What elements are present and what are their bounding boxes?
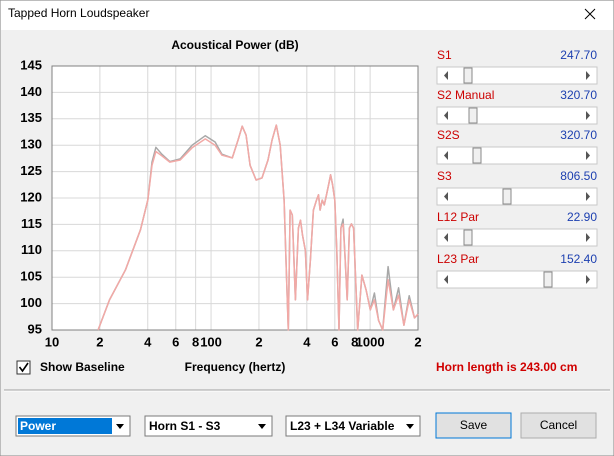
y-tick-label: 105 [20, 269, 42, 284]
slider-arrow-right[interactable] [586, 233, 590, 242]
check-mark[interactable] [18, 362, 29, 373]
button[interactable] [435, 412, 512, 439]
slider-arrow-right[interactable] [586, 71, 590, 80]
x-tick-label: 6 [172, 334, 179, 349]
x-axis-label: Frequency (hertz) [185, 360, 286, 374]
slider-track[interactable] [436, 228, 598, 247]
y-tick-label: 95 [28, 321, 42, 336]
slider-arrow-right[interactable] [586, 192, 590, 201]
slider-arrow-left[interactable] [444, 192, 448, 201]
dropdown-text[interactable]: Power [20, 419, 56, 433]
slider-value: 806.50 [560, 169, 597, 183]
dropdown-arrow[interactable] [116, 424, 124, 429]
x-tick-label: 1000 [356, 334, 385, 349]
x-tick-label: 100 [200, 334, 222, 349]
y-tick-label: 145 [20, 57, 42, 72]
window-title: Tapped Horn Loudspeaker [8, 6, 149, 20]
slider-value: 22.90 [567, 210, 597, 224]
y-tick-label: 130 [20, 137, 42, 152]
slider-label: L12 Par [437, 210, 479, 224]
slider-track[interactable] [436, 270, 598, 289]
slider-thumb[interactable] [463, 67, 473, 84]
slider-arrow-left[interactable] [444, 151, 448, 160]
slider-thumb[interactable] [502, 188, 512, 205]
plot-frame [51, 65, 419, 331]
dropdown-arrow[interactable] [406, 424, 414, 429]
slider-arrow-left[interactable] [444, 71, 448, 80]
y-tick-label: 120 [20, 189, 42, 204]
slider-thumb[interactable] [543, 271, 553, 288]
horn-length: Horn length is 243.00 cm [436, 360, 577, 374]
slider-thumb[interactable] [468, 107, 478, 124]
slider-value: 320.70 [560, 88, 597, 102]
slider-arrow-right[interactable] [586, 151, 590, 160]
slider-arrow-left[interactable] [444, 275, 448, 284]
button-label[interactable]: Cancel [540, 418, 577, 432]
slider-label: S1 [437, 48, 452, 62]
dropdown[interactable] [285, 415, 421, 437]
y-tick-label: 110 [21, 242, 42, 257]
close-button[interactable] [584, 8, 596, 20]
dropdown[interactable] [144, 415, 273, 437]
x-tick-label: 4 [303, 334, 311, 349]
button[interactable] [520, 412, 597, 439]
y-tick-label: 135 [20, 110, 42, 125]
x-tick-label: 8 [192, 334, 199, 349]
checkbox-label[interactable]: Show Baseline [40, 360, 125, 374]
x-tick-label: 2 [255, 334, 262, 349]
slider-arrow-right[interactable] [586, 275, 590, 284]
dropdown-arrow[interactable] [258, 424, 266, 429]
slider-thumb[interactable] [463, 229, 473, 246]
title-bar [1, 1, 613, 30]
button-label[interactable]: Save [460, 418, 488, 432]
y-tick-label: 125 [20, 163, 42, 178]
x-tick-label: 8 [351, 334, 358, 349]
slider-track[interactable] [436, 66, 598, 85]
chart-title: Acoustical Power (dB) [171, 38, 298, 52]
x-tick-label: 4 [144, 334, 152, 349]
slider-arrow-right[interactable] [586, 111, 590, 120]
dropdown-selection [18, 418, 112, 434]
slider-arrow-left[interactable] [444, 233, 448, 242]
slider-track[interactable] [436, 187, 598, 206]
slider-value: 320.70 [560, 128, 597, 142]
y-tick-label: 140 [20, 84, 42, 99]
slider-label: S2 Manual [437, 88, 494, 102]
slider-value: 247.70 [560, 48, 597, 62]
y-tick-label: 115 [21, 216, 42, 231]
slider-label: L23 Par [437, 252, 479, 266]
slider-thumb[interactable] [472, 147, 482, 164]
slider-value: 152.40 [560, 252, 597, 266]
slider-track[interactable] [436, 106, 598, 125]
x-tick-label: 2 [96, 334, 103, 349]
x-tick-label: 10 [45, 334, 59, 349]
slider-label: S3 [437, 169, 452, 183]
dropdown-text[interactable]: L23 + L34 Variable [290, 419, 395, 433]
slider-track[interactable] [436, 146, 598, 165]
slider-label: S2S [437, 128, 460, 142]
response-line [97, 124, 419, 331]
x-tick-label: 2 [414, 334, 421, 349]
x-tick-label: 6 [331, 334, 338, 349]
slider-arrow-left[interactable] [444, 111, 448, 120]
dropdown-text[interactable]: Horn S1 - S3 [149, 419, 221, 433]
y-tick-label: 100 [20, 295, 42, 310]
